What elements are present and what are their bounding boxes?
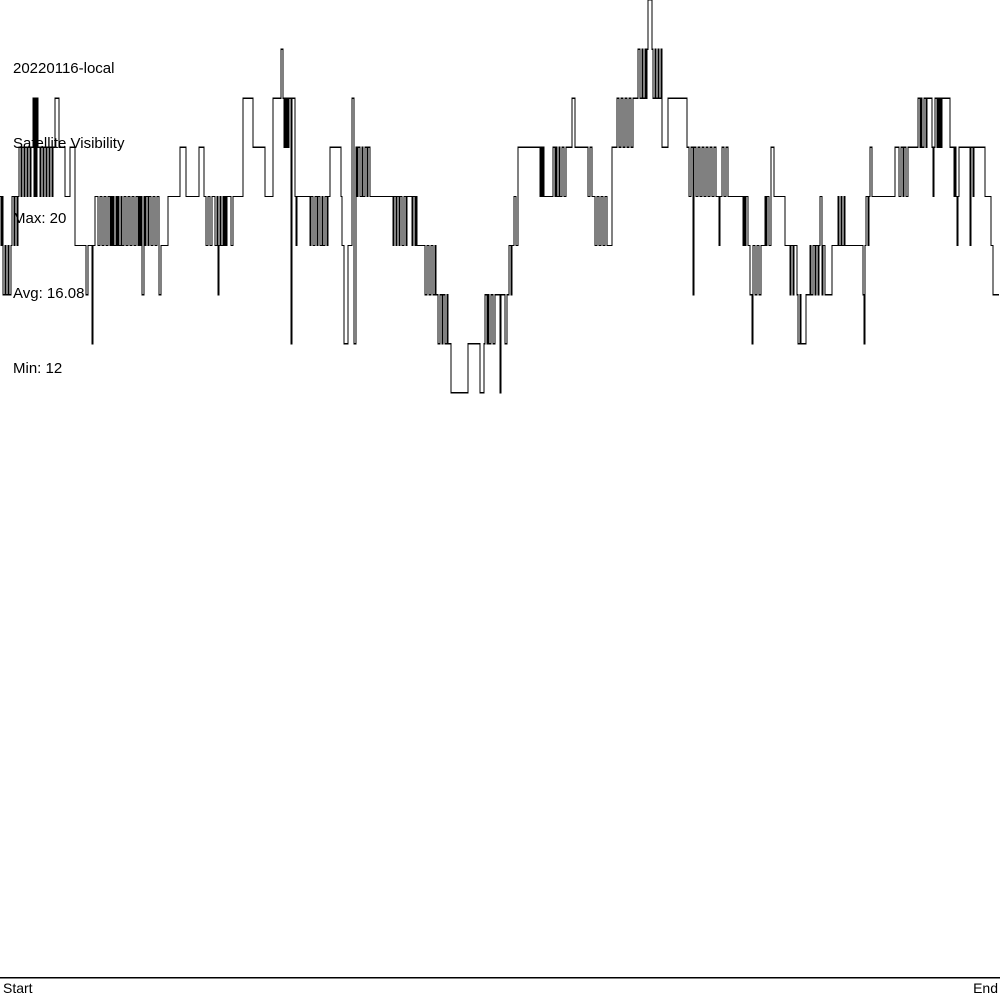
avg-stat: Avg: 16.08 — [13, 285, 85, 302]
min-stat: Min: 12 — [13, 360, 63, 377]
chart-header: 20220116-local Satellite Visibility Max:… — [13, 6, 124, 431]
step-line-path — [0, 0, 999, 394]
max-stat: Max: 20 — [13, 210, 67, 227]
x-axis-start-label: Start — [3, 980, 33, 996]
dataset-label: 20220116-local — [13, 60, 115, 77]
x-axis-end-label: End — [973, 980, 998, 996]
